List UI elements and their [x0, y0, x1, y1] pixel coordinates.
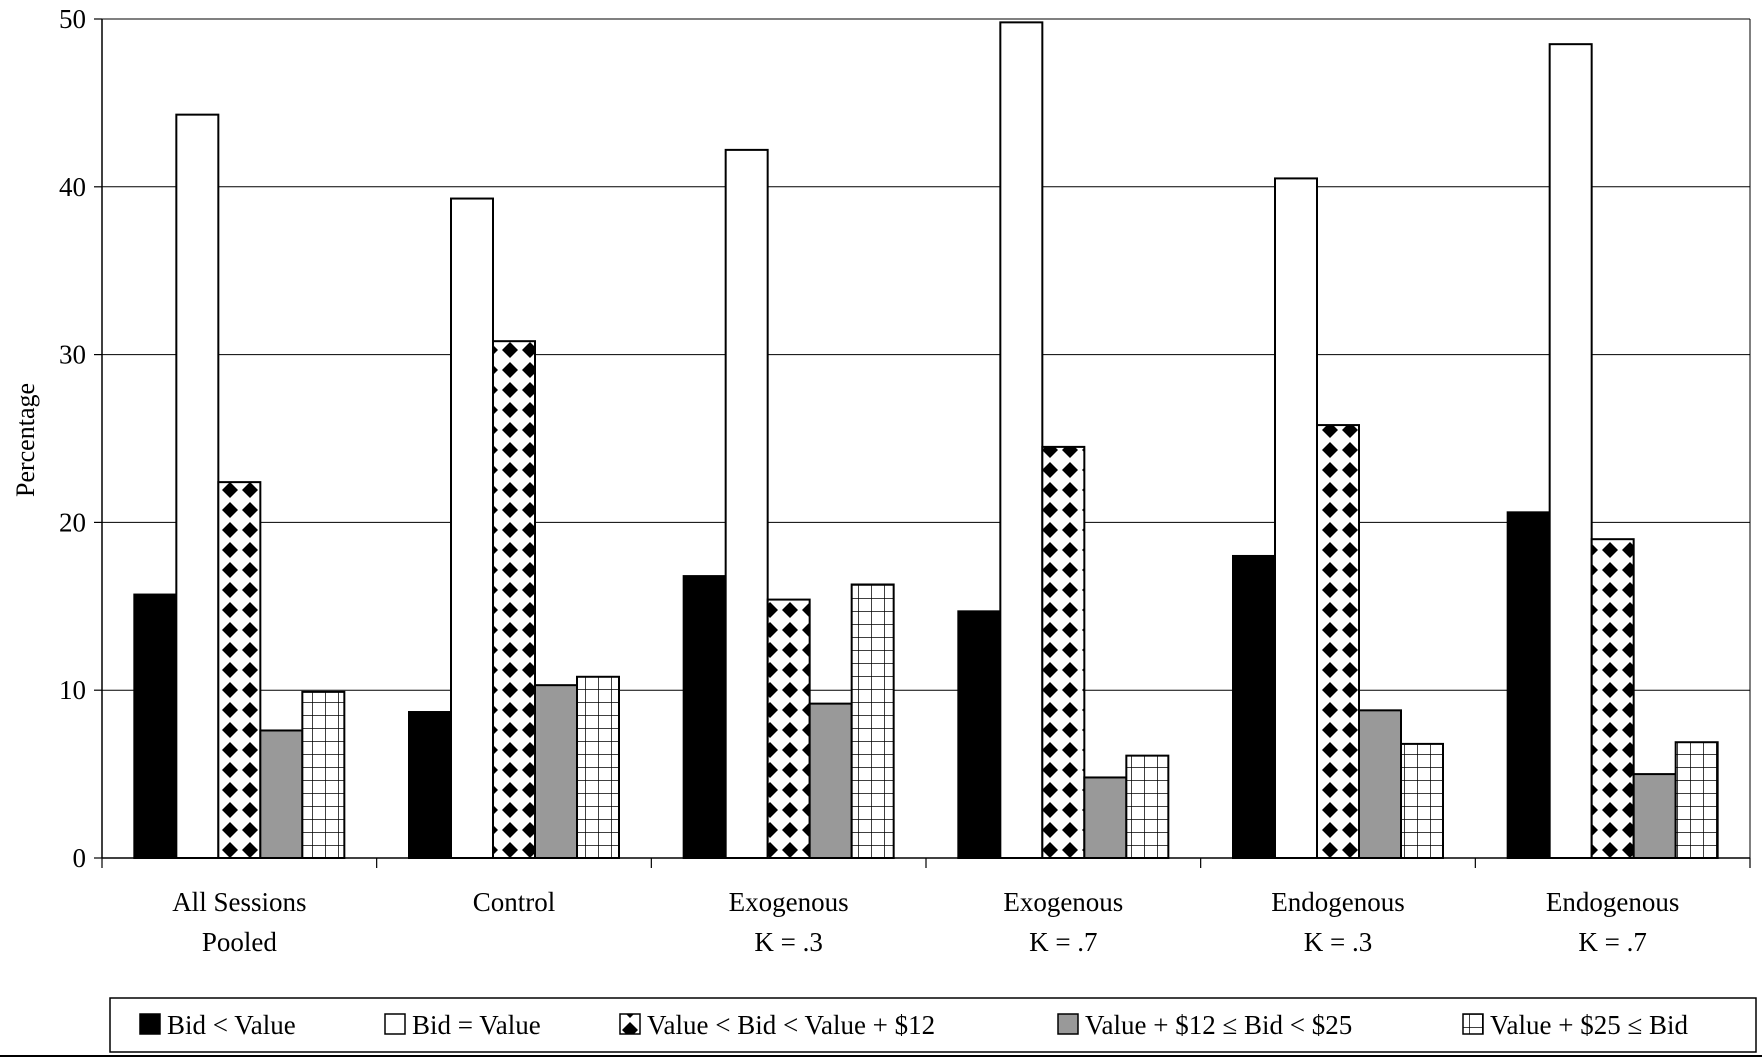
- x-tick-label: K = .7: [1029, 927, 1097, 957]
- legend-swatch: [1057, 1013, 1079, 1035]
- bar: [1041, 445, 1086, 859]
- y-tick-label: 20: [59, 507, 86, 537]
- bar: [850, 583, 895, 860]
- gridlines: [102, 18, 1751, 858]
- bar: [682, 575, 727, 859]
- bar: [492, 340, 536, 859]
- legend-swatch: [1462, 1013, 1484, 1035]
- bar: [175, 113, 220, 860]
- bar: [408, 711, 452, 859]
- bar: [808, 702, 853, 860]
- bar: [259, 729, 304, 859]
- legend-label: Bid < Value: [167, 1010, 296, 1040]
- bar: [301, 690, 346, 859]
- x-tick-label: K = .3: [1304, 927, 1372, 957]
- x-tick-label: Pooled: [202, 927, 278, 957]
- x-tick-labels: All Sessions Pooled Control Exogenous K = .3…: [172, 887, 1679, 957]
- bar: [1400, 742, 1444, 859]
- y-tick-label: 0: [73, 843, 87, 873]
- bar: [1632, 773, 1677, 859]
- y-axis-title: Percentage: [11, 383, 40, 497]
- bar: [217, 481, 262, 859]
- legend-label: Value < Bid < Value + $12: [647, 1010, 935, 1040]
- bar: [999, 21, 1044, 859]
- bar: [1316, 424, 1360, 859]
- legend-swatch: [384, 1013, 406, 1035]
- y-tick-label: 30: [59, 340, 86, 370]
- x-tick-label: Endogenous: [1546, 887, 1679, 917]
- bar: [1358, 709, 1402, 859]
- axes: 0 10 20 30 40 50: [59, 4, 1751, 873]
- bar: [1548, 43, 1593, 860]
- bar: [957, 610, 1002, 859]
- bar: [450, 197, 494, 859]
- bar: [724, 148, 769, 860]
- bar: [1590, 538, 1635, 859]
- y-tick-label: 50: [59, 4, 86, 34]
- bar: [1125, 754, 1170, 860]
- x-tick-label: Endogenous: [1271, 887, 1404, 917]
- x-tick-label: Control: [473, 887, 556, 917]
- bar: [133, 593, 178, 860]
- legend-label: Bid = Value: [412, 1010, 541, 1040]
- bar: [576, 675, 620, 859]
- bar: [534, 684, 578, 860]
- legend-label: Value + $12 ≤ Bid < $25: [1085, 1010, 1352, 1040]
- x-tick-label: K = .7: [1578, 927, 1646, 957]
- bar: [1274, 177, 1318, 860]
- legend: Bid < Value Bid = Value Value < Bid < Valu…: [0, 997, 1762, 1057]
- legend-label: Value + $25 ≤ Bid: [1490, 1010, 1689, 1040]
- bar: [766, 598, 811, 859]
- bar: [1083, 776, 1128, 859]
- x-tick-label: K = .3: [754, 927, 822, 957]
- y-tick-label: 40: [59, 172, 86, 202]
- bar: [1506, 511, 1551, 859]
- x-tick-label: Exogenous: [1003, 887, 1123, 917]
- legend-swatch: [619, 1013, 641, 1035]
- bar: [1674, 741, 1719, 860]
- y-tick-label: 10: [59, 675, 86, 705]
- x-tick-label: Exogenous: [729, 887, 849, 917]
- bar: [1232, 554, 1276, 860]
- x-tick-label: All Sessions: [172, 887, 306, 917]
- legend-swatch: [139, 1013, 161, 1035]
- bars: [133, 21, 1719, 860]
